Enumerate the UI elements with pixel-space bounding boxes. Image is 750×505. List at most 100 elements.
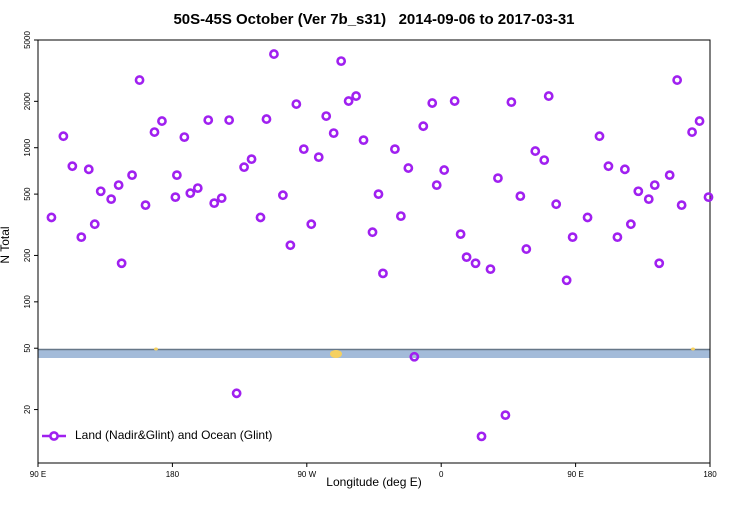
point: [403, 163, 414, 173]
point: [543, 91, 554, 101]
x-tick-label: 0: [439, 470, 444, 479]
point: [485, 264, 496, 275]
point: [285, 240, 296, 251]
point: [106, 194, 117, 205]
point: [171, 170, 182, 181]
point: [694, 116, 705, 126]
ocean-band: [38, 349, 710, 358]
point: [449, 96, 460, 106]
point: [703, 192, 714, 203]
point: [539, 155, 550, 166]
point: [278, 190, 288, 201]
y-axis-label: N Total: [0, 226, 12, 263]
legend-marker: [49, 431, 59, 441]
point: [83, 164, 94, 175]
point: [209, 198, 220, 209]
y-tick-label: 500: [23, 187, 32, 201]
point: [76, 232, 87, 243]
point: [170, 192, 181, 203]
point: [298, 144, 309, 155]
point: [390, 144, 400, 155]
glint-blob: [330, 350, 342, 358]
point: [224, 115, 235, 125]
chart-title: 50S-45S October (Ver 7b_s31) 2014-09-06 …: [173, 11, 574, 28]
point: [203, 115, 214, 125]
point: [672, 75, 683, 85]
point: [216, 193, 227, 204]
point: [116, 258, 127, 269]
point: [654, 258, 665, 269]
point: [269, 49, 279, 59]
x-tick-label: 90 E: [30, 470, 46, 479]
point: [149, 127, 160, 137]
point: [594, 131, 605, 142]
point: [261, 114, 272, 124]
point: [185, 188, 196, 199]
point: [687, 127, 697, 137]
point: [612, 232, 623, 243]
y-tick-label: 100: [23, 295, 32, 309]
point: [625, 219, 636, 230]
point: [58, 131, 69, 142]
point: [619, 164, 630, 175]
point: [439, 165, 450, 175]
point: [192, 183, 203, 194]
x-axis-label: Longitude (deg E): [326, 475, 421, 489]
point: [157, 116, 167, 126]
point: [455, 229, 466, 240]
point: [395, 211, 406, 222]
point: [378, 268, 388, 279]
point: [127, 170, 137, 181]
point: [633, 186, 644, 197]
point: [358, 135, 369, 146]
point: [470, 258, 481, 269]
point: [95, 186, 106, 197]
point: [530, 146, 541, 156]
legend-label: Land (Nadir&Glint) and Ocean (Glint): [75, 428, 272, 442]
point: [306, 219, 317, 230]
point: [140, 200, 151, 211]
point: [46, 212, 57, 223]
point: [461, 252, 472, 263]
point: [239, 162, 249, 173]
point: [551, 199, 562, 210]
point: [328, 128, 339, 139]
y-tick-label: 200: [23, 248, 32, 262]
point: [231, 388, 242, 399]
point: [367, 227, 378, 238]
point: [476, 431, 487, 442]
point: [351, 91, 361, 101]
point: [255, 212, 266, 223]
point: [89, 219, 100, 230]
point: [676, 200, 687, 211]
y-tick-label: 2000: [23, 92, 32, 110]
point: [582, 212, 593, 223]
point: [246, 154, 257, 165]
point: [373, 189, 384, 200]
x-tick-label: 180: [703, 470, 717, 479]
x-tick-label: 90 W: [297, 470, 316, 479]
point: [313, 152, 324, 163]
point: [336, 56, 347, 67]
point: [179, 132, 190, 142]
point: [603, 161, 614, 172]
glint-blob: [154, 347, 158, 351]
point: [409, 351, 420, 362]
point: [343, 96, 354, 106]
point: [664, 170, 675, 181]
point: [567, 232, 578, 243]
point: [321, 111, 332, 121]
point: [67, 161, 78, 172]
x-tick-label: 90 E: [567, 470, 583, 479]
plot-frame: [37, 39, 711, 464]
y-tick-label: 50: [23, 343, 32, 352]
point: [113, 180, 124, 191]
point: [291, 99, 302, 109]
point: [134, 75, 145, 85]
point: [561, 275, 572, 286]
point: [521, 244, 532, 254]
y-tick-label: 5000: [23, 31, 32, 49]
point: [500, 410, 511, 421]
glint-blob: [691, 347, 695, 351]
point: [506, 97, 517, 108]
